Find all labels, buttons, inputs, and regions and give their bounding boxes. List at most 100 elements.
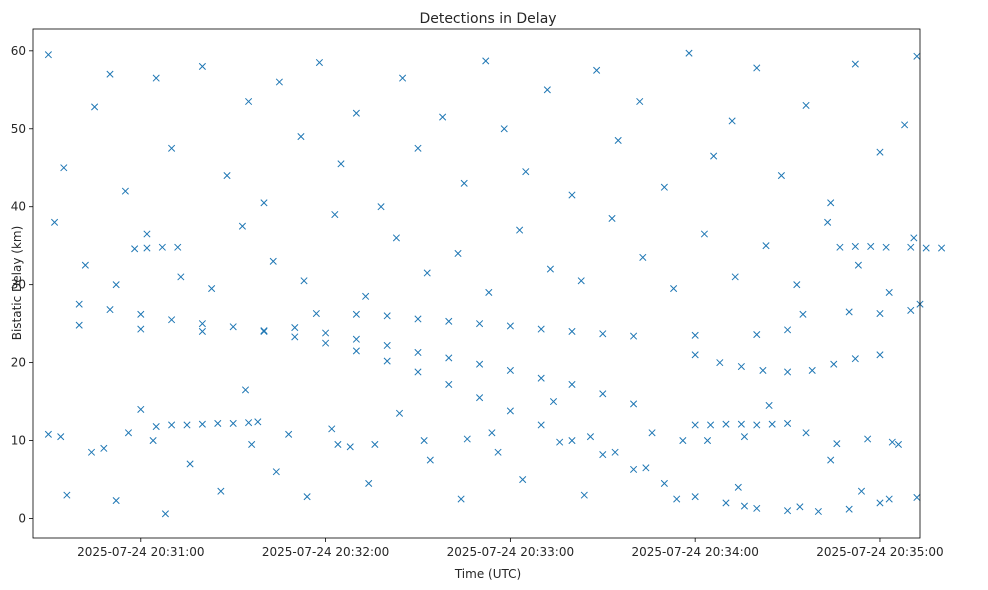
data-point [315,58,323,67]
data-point [426,456,434,464]
data-point [753,331,761,339]
data-point [328,425,336,433]
data-point [630,465,638,473]
data-point [722,420,730,428]
data-point [876,148,884,156]
data-point [245,97,253,106]
data-point [303,493,311,501]
x-axis-label: Time (UTC) [454,567,521,581]
data-point [177,273,185,281]
data-point [753,504,761,512]
data-point [198,320,206,328]
x-tick-label: 2025-07-24 20:34:00 [631,545,758,559]
data-point [245,419,253,427]
data-point [269,257,277,265]
data-point [593,66,601,74]
data-point [137,310,145,318]
data-point [691,331,699,339]
data-point [784,507,792,515]
data-point [500,125,508,133]
data-point [137,325,145,333]
data-point [420,437,428,445]
data-point [423,269,431,277]
data-point [882,243,890,251]
x-tick-label: 2025-07-24 20:35:00 [816,545,943,559]
data-point [174,243,182,251]
data-point [112,497,120,505]
data-point [731,273,739,281]
data-point [506,407,514,415]
series-0 [75,300,893,516]
data-point [691,351,699,359]
data-point [395,409,404,417]
data-point [143,230,151,238]
data-point [537,325,545,333]
data-point [371,440,379,449]
data-point [722,499,730,507]
series-3 [691,351,884,376]
data-point [137,405,145,413]
y-tick-label: 10 [11,434,26,448]
x-axis: 2025-07-24 20:31:00 2025-07-24 20:32:00 20… [77,538,944,559]
data-point [599,451,607,459]
data-point [802,429,810,437]
series-6 [44,49,921,211]
chart-title: Detections in Delay [419,11,556,27]
data-point [568,380,576,388]
data-point [100,444,108,452]
plot-frame [32,28,921,539]
data-point [131,245,139,253]
data-point [445,354,453,362]
series-9 [57,425,902,456]
data-point [608,214,616,222]
data-point [516,226,524,234]
data-point [685,49,693,57]
data-point [833,440,841,448]
data-point [710,152,718,160]
data-point [152,422,160,431]
data-point [808,366,816,374]
data-point [768,420,776,428]
data-point [580,491,588,499]
y-axis-label: Bistatic Delay (km) [10,226,24,341]
y-tick-label: 60 [11,44,26,58]
data-point [63,491,71,499]
data-point [537,421,545,429]
data-point [660,479,668,487]
data-point [248,440,256,449]
series-2 [312,300,924,340]
series-5 [131,242,946,253]
data-point [352,310,360,318]
data-point [630,400,638,408]
data-point [556,438,564,446]
data-point [198,62,206,70]
data-point [784,326,792,334]
y-tick-label: 50 [11,122,26,136]
data-point [845,308,853,316]
data-point [577,277,585,285]
data-point [796,503,804,511]
data-point [44,430,52,438]
data-point [599,390,607,398]
data-point [691,493,699,501]
series-4 [152,418,792,431]
data-point [642,464,650,472]
data-point [864,435,872,443]
data-point [660,183,668,191]
data-point [888,438,896,446]
data-point [158,243,166,251]
data-point [824,218,832,226]
data-point [737,420,745,428]
data-point [876,351,884,359]
data-point [106,70,114,78]
data-point [639,253,647,261]
data-point [414,368,422,376]
data-point [112,281,120,289]
data-point [383,312,391,320]
data-point [700,230,708,238]
data-point [300,277,308,285]
data-point [938,244,946,252]
data-point [352,109,360,117]
x-tick-label: 2025-07-24 20:33:00 [447,545,574,559]
data-point [857,487,866,495]
